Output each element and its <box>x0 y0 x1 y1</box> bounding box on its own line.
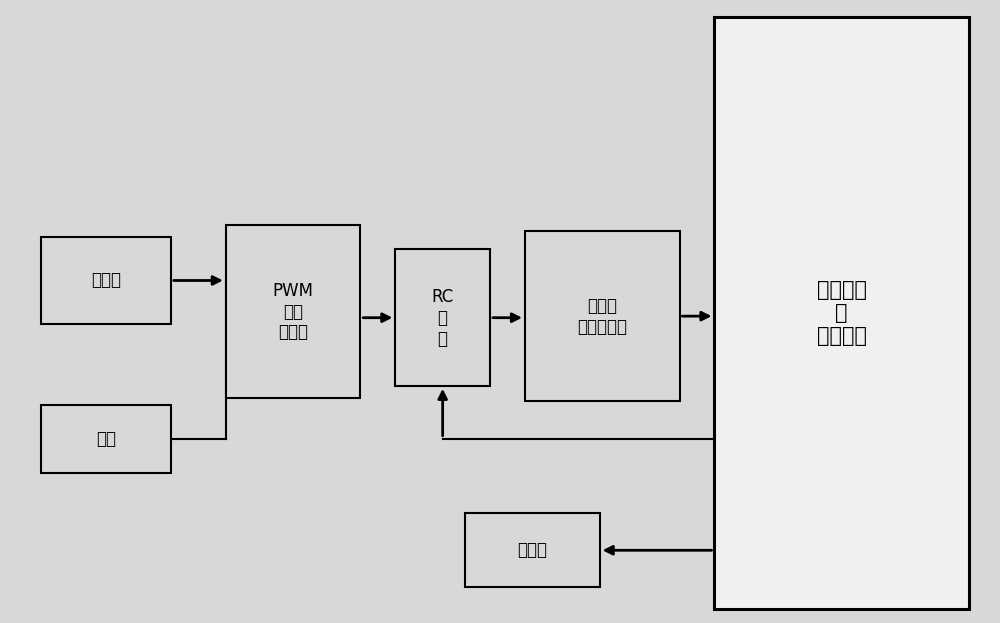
FancyBboxPatch shape <box>226 225 360 398</box>
FancyBboxPatch shape <box>525 231 680 401</box>
FancyBboxPatch shape <box>465 513 600 587</box>
FancyBboxPatch shape <box>41 404 171 473</box>
FancyBboxPatch shape <box>714 17 969 609</box>
Text: 电源: 电源 <box>96 430 116 448</box>
Text: 打印机: 打印机 <box>517 541 547 559</box>
Text: 低噪声
前置放大器: 低噪声 前置放大器 <box>577 297 627 336</box>
Text: RC
滤
波: RC 滤 波 <box>432 288 454 348</box>
FancyBboxPatch shape <box>41 237 171 324</box>
Text: 偏置器: 偏置器 <box>91 272 121 290</box>
Text: 数据采集
与
分析系统: 数据采集 与 分析系统 <box>817 280 867 346</box>
Text: PWM
器件
适配器: PWM 器件 适配器 <box>273 282 314 341</box>
FancyBboxPatch shape <box>395 249 490 386</box>
